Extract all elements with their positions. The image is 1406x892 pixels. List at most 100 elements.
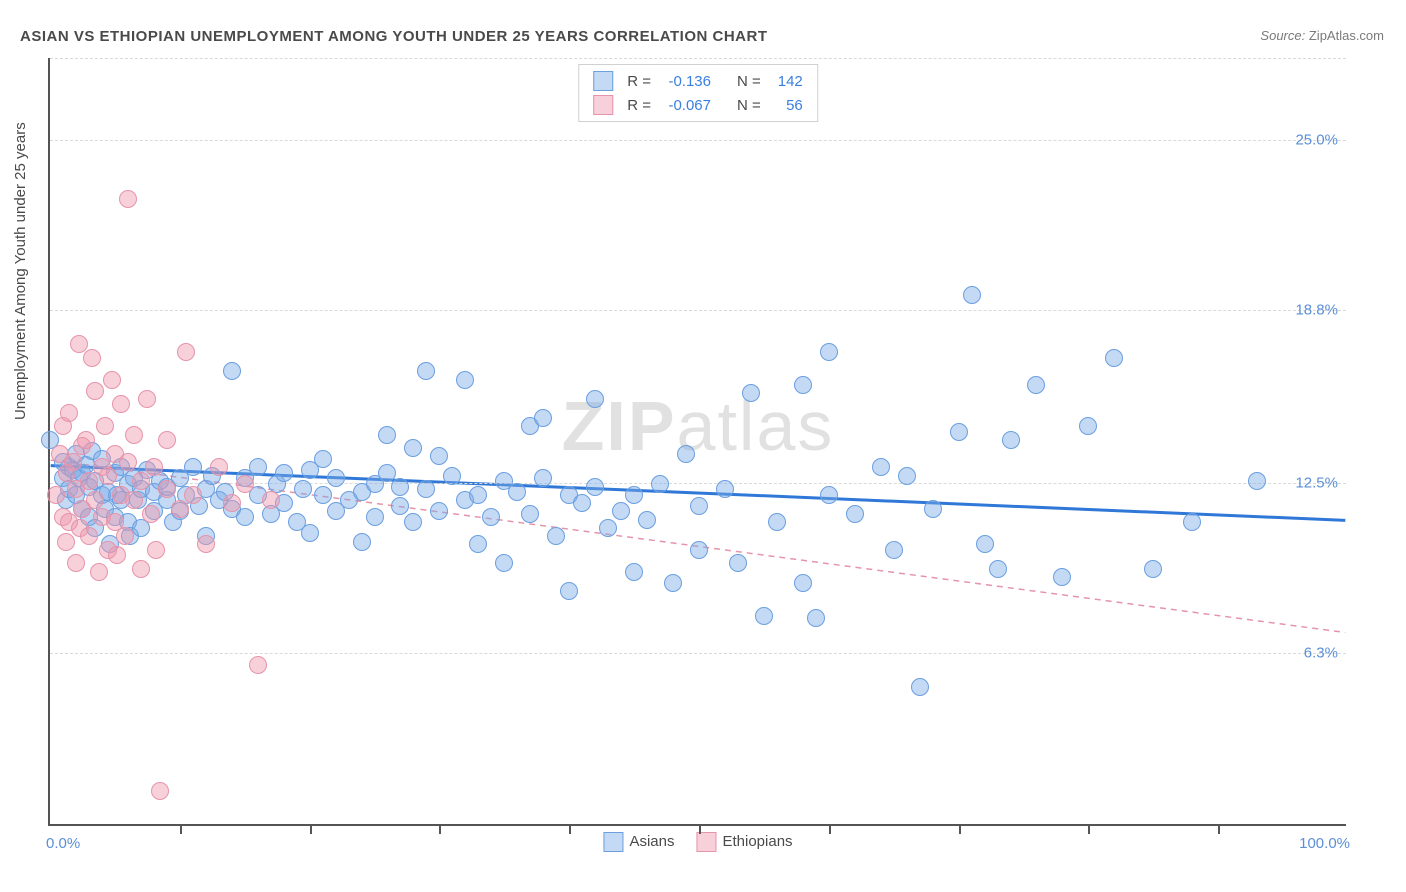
legend-row: R = -0.067 N = 56	[593, 93, 803, 117]
data-point	[742, 384, 760, 402]
data-point	[391, 497, 409, 515]
y-tick-label: 25.0%	[1295, 132, 1338, 149]
data-point	[885, 541, 903, 559]
x-tick	[1218, 824, 1220, 834]
x-tick	[310, 824, 312, 834]
data-point	[391, 478, 409, 496]
data-point	[314, 450, 332, 468]
data-point	[80, 527, 98, 545]
data-point	[138, 390, 156, 408]
data-point	[119, 190, 137, 208]
x-tick	[959, 824, 961, 834]
data-point	[950, 423, 968, 441]
data-point	[586, 478, 604, 496]
data-point	[353, 533, 371, 551]
data-point	[820, 343, 838, 361]
x-tick	[180, 824, 182, 834]
data-point	[417, 362, 435, 380]
data-point	[417, 480, 435, 498]
data-point	[314, 486, 332, 504]
trendlines	[50, 58, 1346, 824]
data-point	[846, 505, 864, 523]
x-tick	[439, 824, 441, 834]
data-point	[294, 480, 312, 498]
legend-r-label: R =	[627, 97, 651, 114]
data-point	[125, 491, 143, 509]
x-axis-max-label: 100.0%	[1299, 835, 1350, 852]
data-point	[262, 491, 280, 509]
data-point	[275, 464, 293, 482]
x-tick	[569, 824, 571, 834]
data-point	[327, 469, 345, 487]
data-point	[872, 458, 890, 476]
x-axis-min-label: 0.0%	[46, 835, 80, 852]
data-point	[197, 535, 215, 553]
data-point	[963, 286, 981, 304]
source-value: ZipAtlas.com	[1309, 28, 1384, 43]
data-point	[482, 508, 500, 526]
source-citation: Source: ZipAtlas.com	[1260, 28, 1384, 43]
legend-swatch	[593, 95, 613, 115]
legend-swatch	[603, 832, 623, 852]
data-point	[236, 475, 254, 493]
data-point	[147, 541, 165, 559]
data-point	[1079, 417, 1097, 435]
legend-r-value: -0.067	[659, 97, 711, 114]
data-point	[57, 533, 75, 551]
data-point	[547, 527, 565, 545]
data-point	[976, 535, 994, 553]
data-point	[108, 546, 126, 564]
data-point	[690, 541, 708, 559]
data-point	[171, 500, 189, 518]
data-point	[132, 560, 150, 578]
data-point	[495, 554, 513, 572]
correlation-legend: R = -0.136 N = 142 R = -0.067 N = 56	[578, 64, 818, 122]
data-point	[729, 554, 747, 572]
y-tick-label: 18.8%	[1295, 302, 1338, 319]
plot-area: ZIPatlas R = -0.136 N = 142 R = -0.067 N…	[48, 58, 1346, 826]
data-point	[430, 447, 448, 465]
data-point	[236, 508, 254, 526]
chart-container: ASIAN VS ETHIOPIAN UNEMPLOYMENT AMONG YO…	[0, 0, 1406, 892]
data-point	[807, 609, 825, 627]
data-point	[651, 475, 669, 493]
gridline	[50, 140, 1346, 141]
data-point	[989, 560, 1007, 578]
legend-n-label: N =	[737, 73, 761, 90]
data-point	[80, 472, 98, 490]
data-point	[521, 505, 539, 523]
data-point	[223, 362, 241, 380]
data-point	[103, 371, 121, 389]
data-point	[456, 371, 474, 389]
x-tick	[1088, 824, 1090, 834]
data-point	[210, 458, 228, 476]
data-point	[83, 349, 101, 367]
data-point	[301, 524, 319, 542]
data-point	[755, 607, 773, 625]
data-point	[1027, 376, 1045, 394]
data-point	[820, 486, 838, 504]
gridline	[50, 58, 1346, 59]
data-point	[184, 458, 202, 476]
legend-n-label: N =	[737, 97, 761, 114]
data-point	[716, 480, 734, 498]
data-point	[794, 574, 812, 592]
data-point	[625, 486, 643, 504]
x-tick	[699, 824, 701, 834]
legend-r-label: R =	[627, 73, 651, 90]
legend-n-value: 142	[769, 73, 803, 90]
gridline	[50, 653, 1346, 654]
data-point	[158, 431, 176, 449]
data-point	[366, 508, 384, 526]
data-point	[249, 656, 267, 674]
data-point	[158, 480, 176, 498]
source-label: Source:	[1260, 28, 1305, 43]
data-point	[898, 467, 916, 485]
series-legend: AsiansEthiopians	[603, 832, 792, 852]
legend-swatch	[696, 832, 716, 852]
data-point	[638, 511, 656, 529]
data-point	[1002, 431, 1020, 449]
data-point	[223, 494, 241, 512]
x-tick	[829, 824, 831, 834]
data-point	[534, 469, 552, 487]
